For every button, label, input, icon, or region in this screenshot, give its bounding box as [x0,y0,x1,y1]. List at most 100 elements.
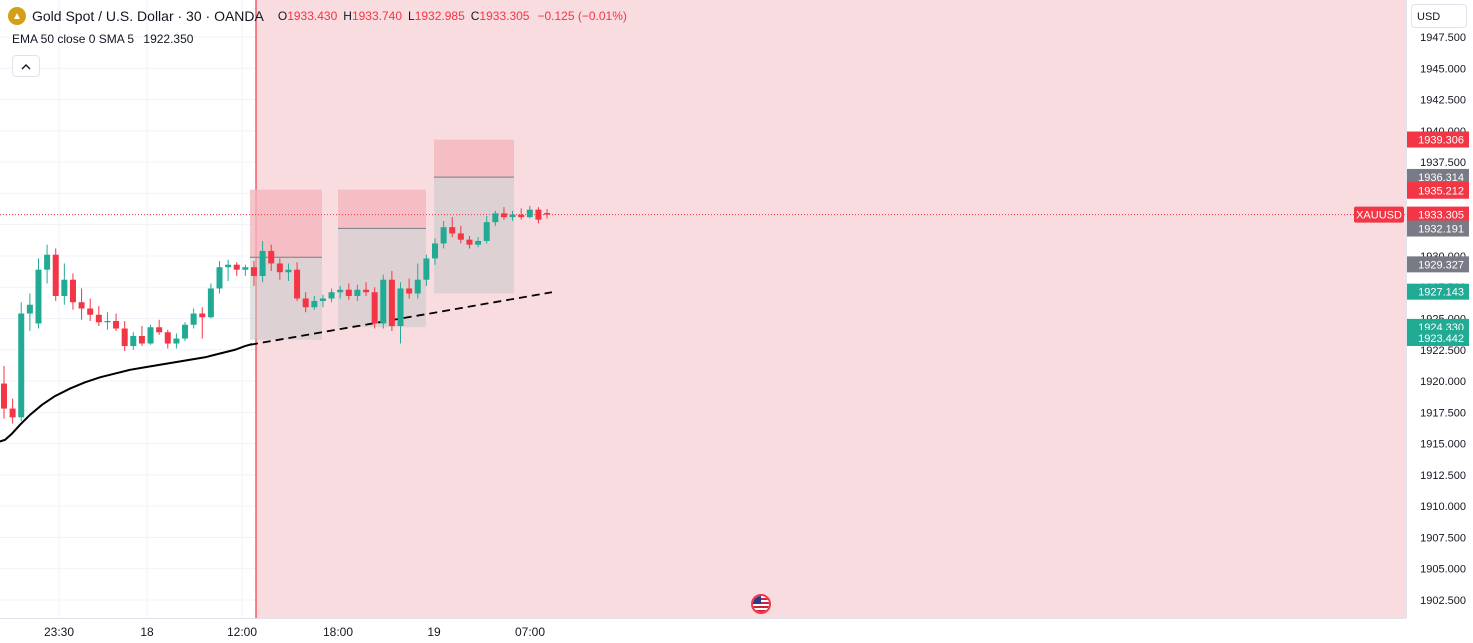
indicator-legend[interactable]: EMA 50 close 0 SMA 5 1922.350 [12,32,193,46]
close-key: C [470,9,480,23]
candle-body [216,267,223,289]
candle-body [138,336,145,344]
candle-body [78,302,85,309]
price-tag-label: 1923.442 [1418,333,1464,345]
candle-body [173,338,180,344]
x-tick-label: 12:00 [227,625,257,639]
y-tick-label: 1922.500 [1420,345,1466,357]
price-tag-label: 1939.306 [1418,135,1464,147]
y-tick-label: 1920.000 [1420,376,1466,388]
price-tag-bg [1407,131,1469,148]
candle-body [242,267,249,270]
time-scale[interactable] [0,618,1406,643]
y-tick-label: 1937.500 [1420,157,1466,169]
candle-body [95,314,102,323]
symbol-tag-label: XAUUSD [1356,210,1402,222]
change-value: −0.125 (−0.01%) [537,9,627,23]
candle-body [18,313,25,418]
price-tag-bg [1407,168,1469,185]
candle-body [259,250,266,276]
price-tag-bg [1407,220,1469,237]
y-tick-label: 1910.000 [1420,501,1466,513]
candle-body [225,264,232,268]
close-value: 1933.305 [479,9,530,23]
y-tick-label: 1912.500 [1420,470,1466,482]
candle-body [233,264,240,270]
candle-body [432,243,438,259]
candle-body [371,292,378,324]
candle-body [492,213,499,223]
x-tick-label: 19 [427,625,441,639]
candle-body [406,288,413,294]
high-value: 1933.740 [351,9,402,23]
price-tag-label: 1935.212 [1418,186,1464,198]
candle-body [423,258,430,280]
candle-body [1,383,7,409]
price-tag-bg [1407,329,1469,346]
x-tick-label: 07:00 [515,625,545,639]
candle-body [113,321,120,329]
candle-body [345,289,352,296]
price-tag-label: 1929.327 [1418,259,1464,271]
candle-body [61,279,68,296]
position-stop-zone [434,177,514,294]
candle-body [466,239,473,245]
y-tick-label: 1917.500 [1420,407,1466,419]
candle-body [363,289,370,293]
candle-body [121,328,128,347]
candle-body [207,288,214,318]
symbol-tag-bg [1354,206,1404,223]
ema-line [0,343,253,443]
currency-button[interactable]: USD [1411,4,1467,28]
candle-body [397,288,404,327]
candle-body [354,289,361,296]
candle-body [388,279,395,327]
candle-body [182,324,189,339]
price-tag-bg [1407,256,1469,273]
candle-body [268,250,275,264]
collapse-legend-button[interactable] [12,55,40,77]
symbol-title[interactable]: Gold Spot / U.S. Dollar · 30 · OANDA [32,8,264,24]
candle-body [440,227,447,244]
open-key: O [277,9,288,23]
price-tag-bg [1407,206,1469,223]
position-target-zone [250,189,322,258]
price-tag-label: 1932.191 [1418,224,1464,236]
y-tick-label: 1947.500 [1420,32,1466,44]
symbol-legend[interactable]: ▲ Gold Spot / U.S. Dollar · 30 · OANDA O… [8,4,627,28]
price-tag-label: 1927.143 [1418,287,1464,299]
candle-body [69,279,76,303]
candle-body [302,298,309,308]
candle-body [457,233,464,240]
candle-body [414,279,421,294]
candle-body [199,313,206,318]
candle-body [311,300,318,308]
low-key: L [408,9,415,23]
y-tick-label: 1905.000 [1420,564,1466,576]
candle-body [518,214,525,218]
x-tick-label: 18:00 [323,625,353,639]
price-tag-bg [1407,182,1469,199]
candle-body [475,240,482,245]
us-flag-event-icon[interactable] [751,594,771,614]
candle-body [337,289,344,293]
candle-body [87,308,94,315]
low-value: 1932.985 [414,9,465,23]
indicator-value: 1922.350 [143,32,194,46]
candle-body [26,304,33,314]
price-tag-bg [1407,283,1469,300]
candle-body [52,254,59,296]
y-tick-label: 1902.500 [1420,595,1466,607]
candle-body [35,269,42,324]
candle-body [319,298,326,301]
y-tick-label: 1915.000 [1420,439,1466,451]
candle-body [130,336,137,347]
candle-body [164,332,171,344]
price-scale[interactable] [1406,0,1473,618]
candle-body [380,279,387,324]
y-tick-label: 1945.000 [1420,63,1466,75]
candle-body [294,269,301,299]
open-value: 1933.430 [287,9,338,23]
indicator-title[interactable]: EMA 50 close 0 SMA 5 [12,32,135,46]
